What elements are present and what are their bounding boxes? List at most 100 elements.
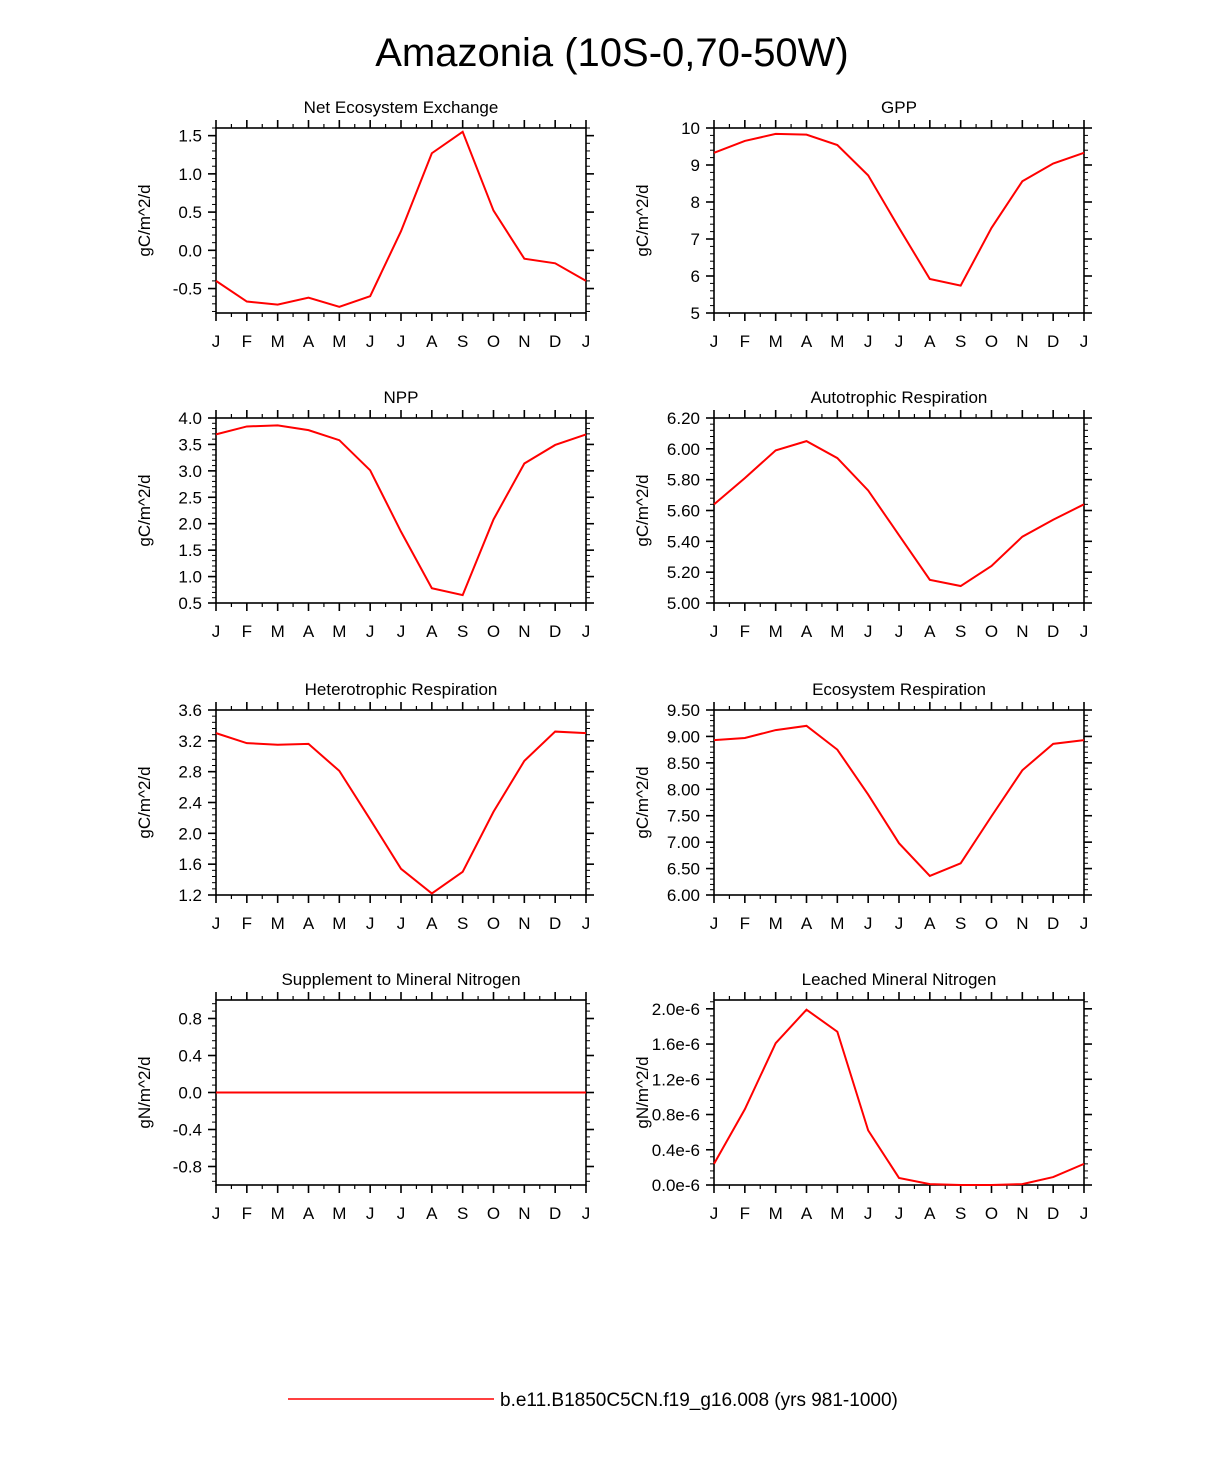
x-tick-label: J [582, 622, 591, 641]
x-tick-label: J [212, 1204, 221, 1223]
y-axis-label: gC/m^2/d [633, 766, 652, 838]
legend: b.e11.B1850C5CN.f19_g16.008 (yrs 981-100… [288, 1390, 898, 1411]
y-tick-label: 9.00 [667, 727, 700, 746]
x-tick-label: A [426, 914, 438, 933]
x-tick-label: J [582, 1204, 591, 1223]
y-tick-label: 3.5 [178, 435, 202, 454]
x-tick-label: N [518, 332, 530, 351]
x-tick-label: J [710, 914, 719, 933]
y-tick-label: 0.4e-6 [652, 1141, 700, 1160]
x-tick-label: A [303, 1204, 315, 1223]
figure-title: Amazonia (10S-0,70-50W) [375, 31, 849, 75]
x-tick-label: J [397, 332, 406, 351]
x-tick-label: J [710, 622, 719, 641]
series-line [713, 440, 1085, 588]
x-tick-label: N [1016, 914, 1028, 933]
x-tick-label: M [271, 622, 285, 641]
x-tick-label: J [1080, 914, 1089, 933]
x-tick-label: J [366, 332, 375, 351]
y-axis-label: gC/m^2/d [633, 184, 652, 256]
y-axis-label: gC/m^2/d [135, 766, 154, 838]
x-tick-label: A [303, 332, 315, 351]
x-tick-label: D [1047, 914, 1059, 933]
x-tick-label: J [895, 914, 904, 933]
panel-title: Autotrophic Respiration [811, 388, 988, 407]
y-tick-label: 4.0 [178, 409, 202, 428]
x-tick-label: F [740, 332, 750, 351]
legend-label: b.e11.B1850C5CN.f19_g16.008 (yrs 981-100… [500, 1390, 898, 1411]
series-line [215, 424, 587, 597]
x-tick-label: F [242, 332, 252, 351]
x-tick-label: J [895, 332, 904, 351]
x-tick-label: J [864, 1204, 873, 1223]
y-tick-label: 5.60 [667, 502, 700, 521]
y-tick-label: 8.50 [667, 754, 700, 773]
y-tick-label: 2.0 [178, 515, 202, 534]
y-tick-label: 3.2 [178, 732, 202, 751]
panel-3: J F M A M J J A S O N D J5.005.205.405.605.806.006.2… [633, 388, 1092, 641]
x-tick-label: J [710, 332, 719, 351]
y-tick-label: 1.5 [178, 127, 202, 146]
y-tick-label: 6.00 [667, 440, 700, 459]
x-tick-label: D [549, 914, 561, 933]
x-tick-label: O [487, 1204, 500, 1223]
y-tick-label: 8 [691, 193, 700, 212]
y-tick-label: 0.8e-6 [652, 1106, 700, 1125]
plot-frame [713, 709, 1085, 896]
x-tick-label: A [801, 332, 813, 351]
x-tick-label: J [895, 1204, 904, 1223]
y-tick-label: 1.2 [178, 886, 202, 905]
x-tick-label: S [457, 622, 468, 641]
x-tick-label: F [740, 914, 750, 933]
x-tick-label: F [242, 1204, 252, 1223]
x-tick-label: D [1047, 1204, 1059, 1223]
y-tick-label: -0.5 [173, 280, 202, 299]
y-tick-label: -0.8 [173, 1158, 202, 1177]
y-tick-label: 5.40 [667, 532, 700, 551]
x-tick-label: J [864, 914, 873, 933]
y-tick-label: 9 [691, 156, 700, 175]
y-tick-label: 7.50 [667, 807, 700, 826]
panel-title: Leached Mineral Nitrogen [802, 970, 997, 989]
y-tick-label: 2.5 [178, 488, 202, 507]
x-tick-label: M [830, 1204, 844, 1223]
x-tick-label: N [1016, 332, 1028, 351]
x-tick-label: M [830, 332, 844, 351]
y-tick-label: 6 [691, 267, 700, 286]
plot-frame [215, 127, 587, 314]
series-line [713, 724, 1085, 878]
y-tick-label: 6.20 [667, 409, 700, 428]
y-tick-label: 5 [691, 304, 700, 323]
panel-title: Net Ecosystem Exchange [304, 98, 499, 117]
x-tick-label: S [457, 332, 468, 351]
x-tick-label: M [271, 1204, 285, 1223]
x-tick-label: A [426, 1204, 438, 1223]
y-tick-label: 9.50 [667, 701, 700, 720]
x-tick-label: F [242, 914, 252, 933]
x-tick-label: D [549, 332, 561, 351]
y-tick-label: 3.0 [178, 462, 202, 481]
x-tick-label: O [985, 914, 998, 933]
x-tick-label: O [985, 1204, 998, 1223]
y-axis-label: gC/m^2/d [135, 184, 154, 256]
x-tick-label: S [955, 1204, 966, 1223]
x-tick-label: J [895, 622, 904, 641]
y-tick-label: 0.0 [178, 241, 202, 260]
y-tick-label: -0.4 [173, 1121, 202, 1140]
y-tick-label: 2.0 [178, 824, 202, 843]
panel-5: J F M A M J J A S O N D J6.006.507.007.508.008.509.0… [633, 680, 1092, 933]
series-line [713, 1008, 1085, 1186]
y-tick-label: 6.00 [667, 886, 700, 905]
series-line [215, 730, 587, 895]
y-tick-label: 1.6e-6 [652, 1035, 700, 1054]
x-tick-label: D [1047, 622, 1059, 641]
plot-frame [215, 417, 587, 604]
x-tick-label: J [212, 622, 221, 641]
y-tick-label: 2.8 [178, 763, 202, 782]
x-tick-label: J [397, 1204, 406, 1223]
plot-frame [713, 999, 1085, 1186]
x-tick-label: M [769, 1204, 783, 1223]
x-tick-label: M [271, 914, 285, 933]
